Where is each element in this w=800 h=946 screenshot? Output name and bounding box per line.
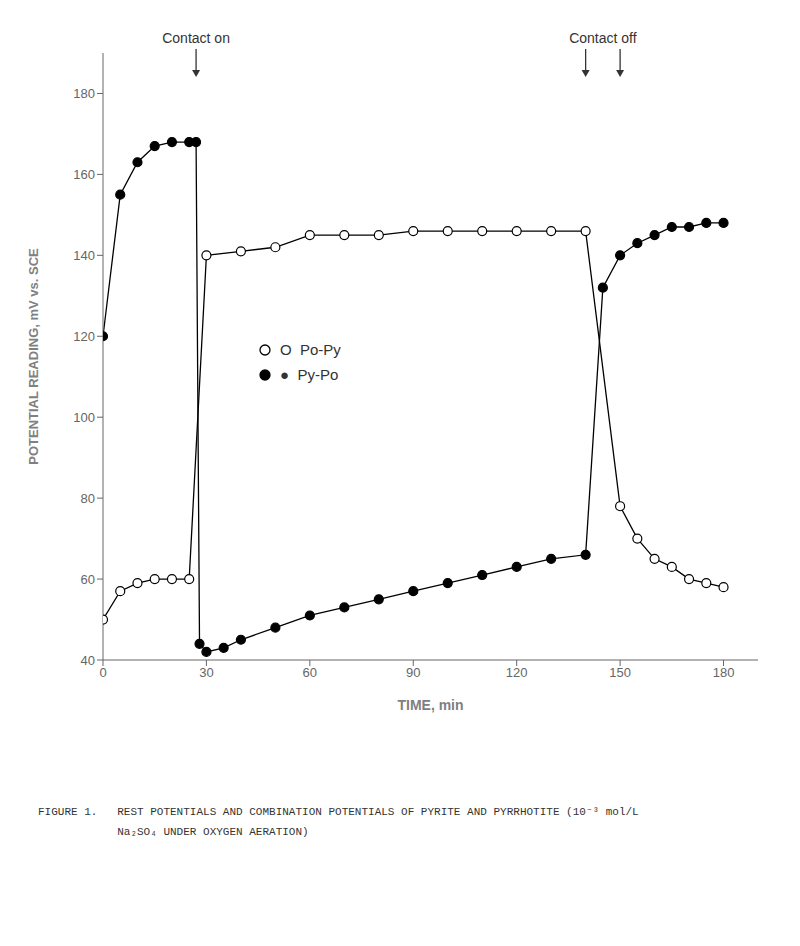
svg-text:140: 140 [73, 248, 95, 263]
svg-text:120: 120 [73, 329, 95, 344]
svg-text:TIME, min: TIME, min [397, 697, 463, 713]
html-text:Na₂SO₄ UNDER OXYGEN AERATION): Na₂SO₄ UNDER OXYGEN AERATION) [38, 826, 309, 838]
svg-text:30: 30 [199, 665, 213, 680]
svg-text:180: 180 [73, 86, 95, 101]
svg-text:0: 0 [99, 665, 106, 680]
html-text:FIGURE 1. REST POTENTIALS AND: FIGURE 1. REST POTENTIALS AND COMBINATIO… [38, 806, 639, 818]
svg-text:40: 40 [81, 653, 95, 668]
html-text:● Py-Po: ● Py-Po [280, 366, 339, 383]
svg-text:180: 180 [713, 665, 735, 680]
svg-text:150: 150 [609, 665, 631, 680]
html-text:O Po-Py: O Po-Py [280, 341, 341, 358]
svg-text:100: 100 [73, 410, 95, 425]
svg-text:80: 80 [81, 491, 95, 506]
svg-text:160: 160 [73, 167, 95, 182]
svg-text:90: 90 [406, 665, 420, 680]
svg-text:POTENTIAL READING, mV vs. SCE: POTENTIAL READING, mV vs. SCE [26, 248, 41, 465]
svg-text:60: 60 [303, 665, 317, 680]
svg-text:Contact on: Contact on [162, 30, 230, 46]
svg-text:120: 120 [506, 665, 528, 680]
svg-text:Contact off: Contact off [569, 30, 637, 46]
svg-text:60: 60 [81, 572, 95, 587]
